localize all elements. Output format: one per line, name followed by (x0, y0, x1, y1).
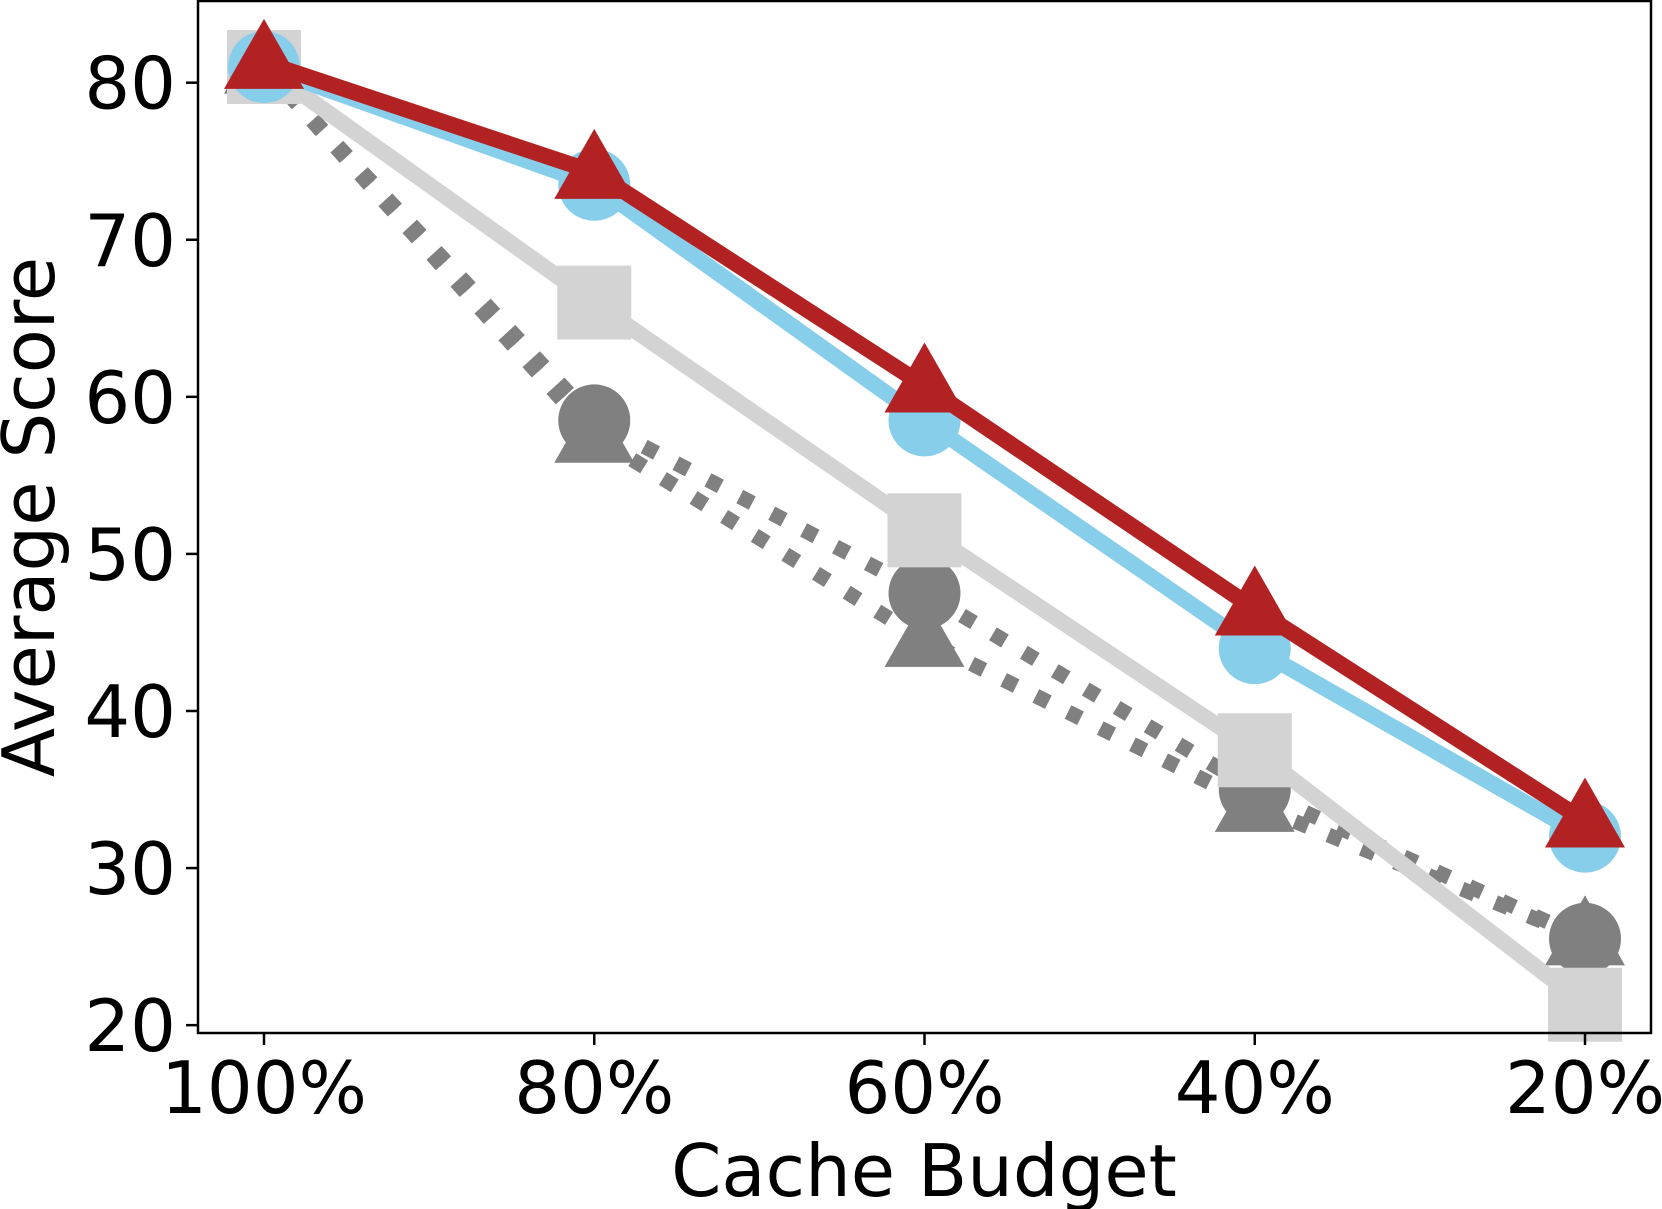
y-tick-label: 60 (84, 356, 176, 440)
data-point (884, 342, 965, 413)
data-point (884, 596, 965, 667)
x-axis-label: Cache Budget (671, 1129, 1177, 1209)
y-tick-label: 30 (84, 827, 176, 911)
ticks-layer: 100% 80% 60% 40% 20% 20 30 40 50 60 70 80 (84, 42, 1662, 1130)
series-layer (224, 18, 1625, 1042)
data-point (1217, 713, 1292, 788)
data-point (557, 265, 632, 340)
series-line (258, 61, 1588, 946)
series-4 (228, 30, 1621, 873)
x-tick-label: 60% (844, 1046, 1004, 1130)
x-tick-label: 100% (161, 1046, 367, 1130)
data-point (554, 392, 635, 463)
x-tick-label: 40% (1175, 1046, 1335, 1130)
x-tick-label: 20% (1505, 1046, 1662, 1130)
data-point (1545, 895, 1625, 966)
data-point (888, 557, 961, 630)
y-tick-label: 70 (84, 199, 176, 283)
data-point (1548, 967, 1622, 1042)
series-3 (227, 29, 1622, 1042)
data-point (224, 18, 304, 89)
y-tick-label: 20 (84, 984, 176, 1068)
x-tick-label: 80% (514, 1046, 674, 1130)
data-point (1214, 565, 1295, 636)
y-tick-label: 40 (84, 670, 176, 754)
y-tick-label: 50 (84, 513, 176, 597)
data-point (1214, 761, 1295, 832)
series-5 (224, 18, 1625, 848)
y-axis-label: Average Score (0, 257, 71, 777)
data-point (887, 493, 962, 568)
data-point (554, 128, 635, 199)
y-tick-label: 80 (84, 42, 176, 126)
data-point (1545, 777, 1625, 848)
